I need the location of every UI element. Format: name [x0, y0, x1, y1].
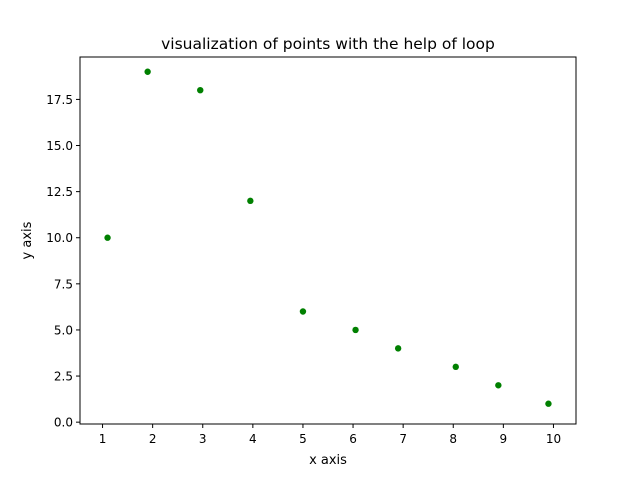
axes-frame	[79, 56, 577, 425]
data-point	[545, 400, 552, 407]
data-point	[104, 234, 111, 241]
y-axis-ticks: 0.0 2.5 5.0 7.5 10.0 12.5 15.0 17.5	[46, 93, 80, 430]
y-axis-label: y axis	[20, 221, 35, 259]
x-tick-label: 9	[500, 432, 508, 446]
data-points	[104, 68, 552, 407]
x-tick-label: 1	[99, 432, 107, 446]
y-tick-label: 5.0	[54, 323, 73, 337]
x-tick-label: 2	[149, 432, 157, 446]
x-tick-label: 10	[546, 432, 561, 446]
y-tick-label: 15.0	[46, 139, 73, 153]
data-point	[495, 382, 502, 389]
x-tick-label: 3	[199, 432, 207, 446]
data-point	[197, 86, 204, 94]
y-tick-label: 0.0	[54, 416, 73, 430]
x-tick-label: 6	[349, 432, 357, 446]
x-axis-label: x axis	[309, 453, 347, 468]
data-point	[394, 345, 402, 352]
data-point	[352, 326, 359, 334]
y-tick-label: 10.0	[46, 231, 73, 245]
data-point	[299, 308, 307, 315]
x-tick-label: 5	[299, 432, 307, 446]
chart-title: visualization of points with the help of…	[161, 35, 495, 53]
x-tick-label: 4	[249, 432, 257, 446]
y-tick-label: 12.5	[46, 185, 73, 199]
x-tick-label: 8	[449, 432, 457, 446]
x-axis-ticks: 1 2 3 4 5 6 7 8 9 10	[99, 424, 561, 446]
data-point	[144, 68, 151, 75]
y-tick-label: 17.5	[46, 93, 73, 107]
data-point	[247, 197, 254, 205]
y-tick-label: 2.5	[54, 370, 73, 384]
y-tick-label: 7.5	[54, 277, 73, 291]
data-point	[452, 363, 459, 371]
x-tick-label: 7	[399, 432, 407, 446]
